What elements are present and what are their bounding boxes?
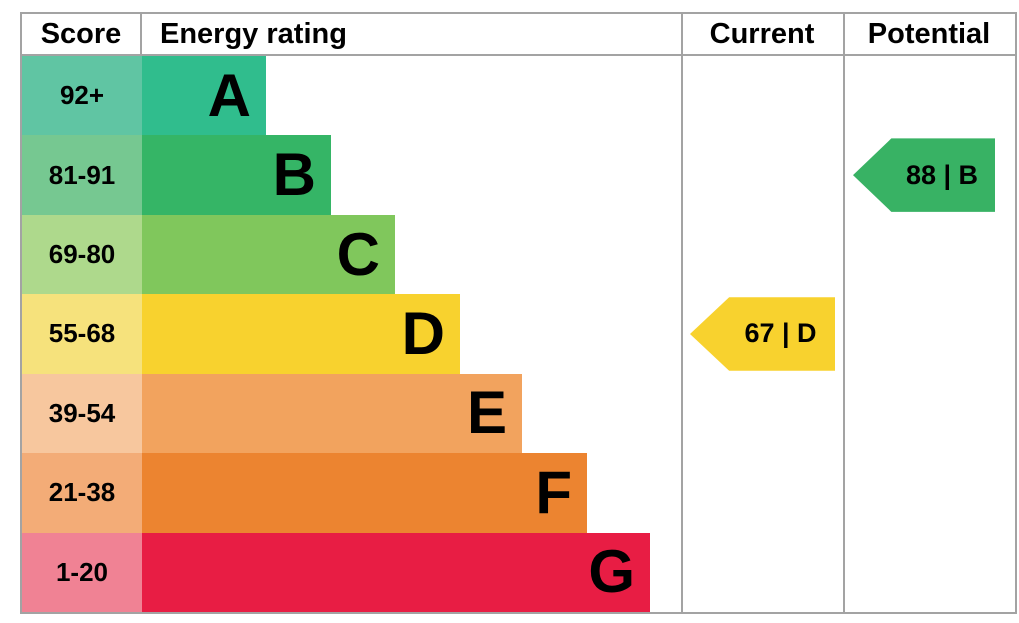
band-score-range: 1-20 (22, 532, 142, 612)
band-row: 81-91 B (22, 135, 1015, 215)
band-bar: B (142, 135, 331, 215)
band-score-range: 55-68 (22, 294, 142, 374)
band-score-range: 69-80 (22, 214, 142, 295)
potential-column-header: Potential (867, 17, 991, 50)
epc-rating-chart: Score Energy rating Current Potential 92… (20, 12, 1017, 614)
band-score-range: 21-38 (22, 453, 142, 533)
potential-rating-label: 88 | B (905, 159, 979, 190)
band-score-range: 92+ (22, 56, 142, 136)
band-score-range: 39-54 (22, 373, 142, 454)
band-row: 21-38 F (22, 453, 1015, 533)
band-bar: A (142, 56, 266, 136)
band-row: 1-20 G (22, 532, 1015, 612)
band-row: 55-68 D (22, 294, 1015, 374)
band-bar: D (142, 294, 460, 374)
current-column-divider (681, 14, 683, 612)
band-rows-container: 92+ A 81-91 B 69-80 C 55-68 D 39-54 E 21… (22, 56, 1015, 612)
energy-rating-column-header: Energy rating (160, 17, 347, 50)
band-row: 69-80 C (22, 214, 1015, 295)
band-row: 39-54 E (22, 373, 1015, 454)
band-row: 92+ A (22, 56, 1015, 136)
score-column-header: Score (22, 14, 142, 54)
band-bar: E (142, 373, 522, 454)
band-bar: G (142, 532, 650, 612)
band-bar: F (142, 453, 587, 533)
current-rating-label: 67 | D (744, 318, 817, 349)
current-column-header: Current (709, 17, 815, 50)
band-score-range: 81-91 (22, 135, 142, 215)
band-bar: C (142, 214, 395, 295)
potential-column-divider (843, 14, 845, 612)
table-header-row: Score Energy rating Current Potential (22, 14, 1015, 56)
